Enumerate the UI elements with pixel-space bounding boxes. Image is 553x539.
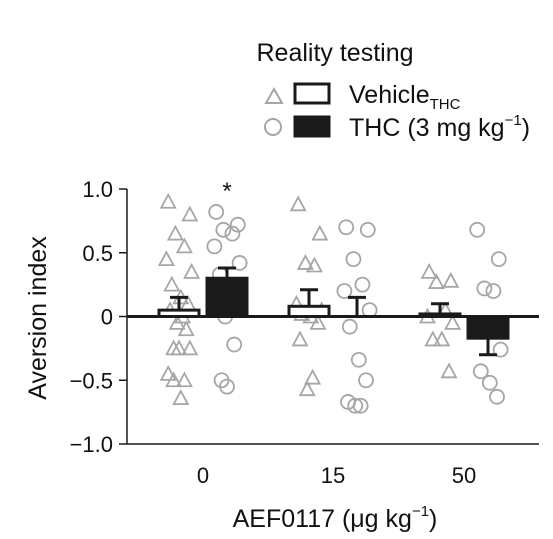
y-tick-label: 0 [101,305,113,330]
thc-data-point [208,204,225,220]
annotations: * [222,178,231,205]
vehicle-data-point [175,237,193,254]
thc-data-point [347,397,364,414]
vehicle-bar [287,304,331,318]
vehicle-data-point [440,362,458,379]
thc-data-point [224,225,241,242]
y-tick-label: 0.5 [82,241,113,266]
legend-vehicle-swatch [293,82,331,105]
x-tick-label: 50 [452,463,476,488]
vehicle-data-point [296,254,314,270]
vehicle-data-point [444,313,462,330]
thc-data-point [350,351,367,368]
y-axis: −1.0 −0.5 0 0.5 1.0 [70,177,128,457]
thc-data-point [354,276,371,293]
significance-asterisk: * [222,178,231,205]
vehicle-data-point [177,320,195,337]
thc-data-point [469,221,486,238]
legend: VehicleTHC THC (3 mg kg−1) [264,81,530,142]
legend-circle-marker [264,118,282,136]
thc-data-point [359,221,376,238]
legend-entry-vehicle: VehicleTHC [264,81,461,113]
thc-data-point [489,388,505,405]
thc-data-point [476,280,493,297]
thc-data-point [215,221,232,238]
thc-data-point [485,283,502,299]
vehicle-data-point [181,339,199,356]
thc-data-point [472,363,489,380]
vehicle-data-point [433,330,451,347]
thc-data-point [229,216,246,233]
thc-data-point [219,378,235,395]
thc-data-point [481,374,498,391]
thc-data-point [358,372,374,389]
legend-entry-thc: THC (3 mg kg−1) [264,112,530,142]
legend-vehicle-label: VehicleTHC [349,81,461,113]
vehicle-data-point [291,330,309,347]
vehicle-data-point [442,271,460,288]
x-axis: 0 15 50 [127,443,539,488]
vehicle-data-point [172,389,190,406]
vehicle-data-point [175,371,193,388]
x-tick-label: 0 [197,463,209,488]
y-tick-label: 1.0 [82,177,113,202]
thc-data-point [492,341,509,358]
x-axis-label: AEF0117 (μg kg−1) [233,503,438,533]
vehicle-data-point [159,192,177,209]
thc-data-point [341,318,358,335]
vehicle-data-point [427,273,445,289]
thc-data-point [352,397,369,414]
vehicle-data-point [424,330,442,347]
vehicle-data-point [420,262,438,279]
vehicle-data-point [311,224,329,241]
vehicle-data-point [166,224,184,241]
vehicle-data-point [163,275,181,292]
vehicle-data-point [289,195,307,212]
vehicle-data-point [181,205,199,222]
y-tick-label: −1.0 [70,432,113,457]
legend-triangle-marker [264,86,284,104]
y-axis-label: Aversion index [24,236,52,400]
thc-data-point [226,336,243,353]
thc-data-point [338,219,355,236]
y-tick-label: −0.5 [70,368,113,393]
thc-data-point [336,283,353,299]
vehicle-data-point [183,262,201,279]
thc-data-point [490,251,507,268]
legend-thc-swatch [293,115,331,138]
vehicle-data-point [165,371,183,388]
vehicle-data-point [168,313,186,330]
thc-bar [205,276,249,318]
vehicle-data-point [298,380,316,397]
vehicle-data-point [309,313,327,330]
vehicle-data-point [170,339,188,356]
thc-data-point [231,255,248,271]
chart-title: Reality testing [256,39,413,67]
vehicle-data-point [304,368,322,385]
vehicle-data-point [159,364,177,381]
thc-bar [466,315,510,340]
thc-data-point [345,251,362,268]
legend-thc-label: THC (3 mg kg−1) [349,112,530,142]
x-tick-label: 15 [321,463,345,488]
thc-data-point [206,238,223,255]
vehicle-data-point [305,256,323,273]
vehicle-data-point [157,250,175,267]
